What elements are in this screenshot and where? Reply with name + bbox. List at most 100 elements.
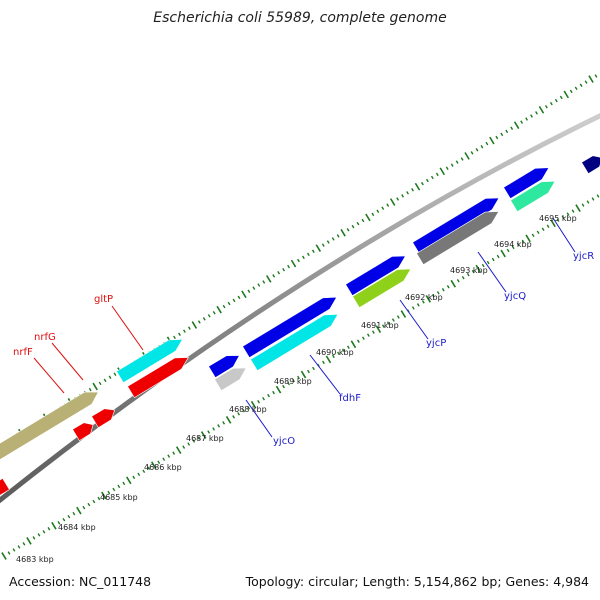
- cds-mint: [510, 180, 556, 213]
- kbp-label: 4683 kbp: [16, 555, 54, 564]
- kbp-label: 4684 kbp: [58, 523, 96, 532]
- inner-tick: [556, 218, 560, 222]
- inner-tick: [182, 445, 186, 449]
- outer-tick: [559, 95, 563, 100]
- inner-tick: [232, 415, 236, 419]
- outer-tick: [183, 329, 186, 333]
- outer-tick: [212, 310, 216, 315]
- outer-tick: [336, 234, 340, 238]
- inner-tick: [416, 303, 420, 307]
- inner-tick: [581, 203, 585, 207]
- inner-tick: [137, 472, 141, 477]
- inner-tick: [596, 194, 600, 198]
- inner-tick: [82, 505, 86, 510]
- outer-tick: [435, 172, 439, 177]
- outer-tick: [306, 252, 310, 257]
- outer-tick: [535, 111, 538, 115]
- inner-tick: [57, 520, 61, 525]
- inner-tick: [157, 460, 161, 464]
- inner-tick: [346, 345, 350, 349]
- inner-tick: [325, 355, 332, 364]
- gene-label-yjcP: yjcP: [426, 338, 446, 349]
- cds-red-nrfF: [0, 477, 10, 496]
- outer-tick: [480, 144, 484, 149]
- outer-tick: [464, 152, 470, 160]
- inner-tick: [300, 370, 307, 379]
- gene-label-gltP: gltP: [94, 294, 113, 305]
- outer-tick: [290, 259, 297, 268]
- accession-text: Accession: NC_011748: [9, 574, 152, 589]
- outer-tick: [414, 182, 421, 191]
- outer-tick: [237, 295, 241, 300]
- map-title: Escherichia coli 55989, complete genome: [153, 10, 447, 26]
- inner-tick: [192, 439, 196, 443]
- outer-tick: [445, 166, 449, 170]
- inner-tick: [197, 436, 201, 440]
- inner-tick: [237, 412, 241, 416]
- inner-tick: [391, 318, 395, 322]
- outer-tick: [321, 243, 325, 247]
- cds-red-small: [72, 422, 94, 442]
- inner-tick: [132, 475, 136, 480]
- inner-tick: [150, 461, 157, 470]
- outer-tick: [232, 298, 236, 303]
- inner-tick: [282, 384, 285, 389]
- inner-tick: [292, 378, 295, 383]
- inner-tick: [525, 234, 531, 243]
- outer-tick: [108, 375, 112, 380]
- outer-tick: [520, 120, 524, 124]
- inner-tick: [516, 242, 520, 247]
- inner-tick: [187, 442, 191, 446]
- kbp-label: 4693 kbp: [450, 266, 488, 275]
- inner-tick: [361, 336, 365, 340]
- outer-tick: [421, 181, 424, 186]
- inner-tick: [107, 490, 111, 495]
- outer-tick: [340, 228, 346, 237]
- gene-label-yjcR: yjcR: [573, 251, 594, 262]
- kbp-label: 4691 kbp: [361, 321, 399, 330]
- outer-tick: [351, 224, 355, 229]
- outer-tick: [425, 178, 429, 183]
- inner-tick: [162, 457, 166, 461]
- inner-tick: [456, 278, 460, 283]
- inner-tick: [37, 533, 41, 537]
- outer-tick: [470, 151, 474, 155]
- backbone-track: [0, 113, 600, 504]
- outer-tick: [241, 290, 247, 299]
- inner-tick: [172, 451, 176, 455]
- inner-tick: [450, 279, 456, 288]
- outer-tick: [356, 221, 360, 226]
- inner-tick: [436, 291, 440, 295]
- inner-tick: [566, 212, 570, 216]
- outer-tick: [396, 197, 400, 201]
- outer-tick: [510, 126, 514, 130]
- outer-tick: [302, 255, 305, 260]
- outer-tick: [277, 271, 281, 275]
- cds-lightgray: [214, 367, 247, 392]
- inner-tick: [287, 381, 290, 386]
- inner-tick: [142, 469, 146, 474]
- inner-tick: [521, 239, 525, 244]
- outer-tick: [455, 160, 459, 164]
- inner-tick: [112, 487, 116, 492]
- outer-tick: [297, 258, 300, 263]
- inner-tick: [586, 200, 590, 204]
- kbp-label: 4695 kbp: [539, 214, 577, 223]
- outer-tick: [430, 175, 434, 180]
- inner-tick: [117, 484, 121, 489]
- outer-tick: [272, 274, 276, 278]
- inner-tick: [381, 324, 385, 328]
- inner-tick: [312, 366, 315, 371]
- cds-red-nrfG: [91, 408, 116, 429]
- outer-tick: [530, 114, 533, 118]
- inner-tick: [250, 400, 257, 409]
- callout-line-nrfF: [33, 357, 65, 394]
- outer-tick: [386, 203, 390, 207]
- inner-tick: [22, 542, 26, 546]
- kbp-label: 4686 kbp: [144, 463, 182, 472]
- kbp-label: 4690 kbp: [316, 348, 354, 357]
- inner-tick: [297, 375, 300, 380]
- inner-tick: [262, 396, 265, 401]
- outer-tick: [197, 320, 201, 324]
- outer-tick: [569, 89, 573, 94]
